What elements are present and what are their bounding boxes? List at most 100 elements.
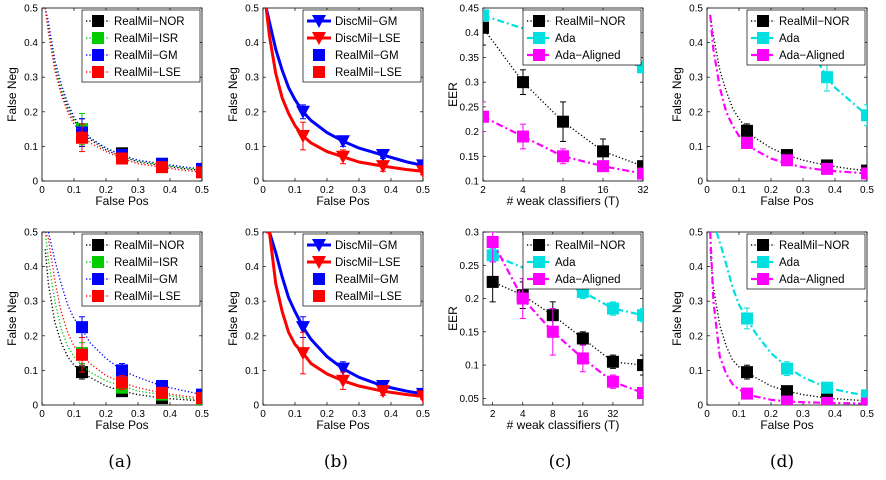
data-point-marker bbox=[116, 376, 128, 389]
y-axis-label: EER bbox=[446, 306, 460, 331]
x-tick-label: 0.1 bbox=[288, 185, 302, 196]
legend-marker bbox=[312, 32, 326, 45]
legend-marker bbox=[92, 32, 104, 44]
x-tick-label: 0.5 bbox=[416, 185, 430, 196]
data-point-marker bbox=[376, 385, 390, 399]
legend-label: RealMil−GM bbox=[335, 274, 399, 286]
x-axis-label: False Pos bbox=[316, 418, 369, 432]
x-axis-label: False Pos bbox=[760, 418, 813, 432]
y-axis-label: False Neg bbox=[5, 67, 19, 122]
y-tick-label: 0.1 bbox=[24, 366, 38, 377]
data-point-marker bbox=[861, 109, 867, 122]
legend-label: RealMil−NOR bbox=[555, 240, 626, 252]
data-point-marker bbox=[606, 355, 619, 368]
chart-panel-1-2: 2 4 8 16 32 0.05 0.1 0.15 0.2 0.25 0.3 # weak class… bbox=[446, 228, 644, 432]
legend-marker bbox=[757, 32, 769, 44]
x-tick-label: 16 bbox=[577, 409, 589, 420]
data-point-marker bbox=[336, 135, 350, 149]
data-point-marker bbox=[76, 321, 88, 334]
x-tick-label: 0.3 bbox=[131, 409, 145, 420]
legend-label: Ada bbox=[779, 257, 800, 269]
chart-panel-0-3: 0 0.1 0.2 0.3 0.4 0.5 0 0.1 0.2 0.3 0.4 0.5 False Po… bbox=[670, 4, 874, 209]
legend-label: RealMil−LSE bbox=[335, 67, 402, 79]
y-axis-label: False Neg bbox=[226, 67, 240, 122]
x-tick-label: 0.3 bbox=[796, 409, 810, 420]
legend-label: DiscMil−GM bbox=[335, 240, 397, 252]
legend-marker bbox=[312, 15, 326, 28]
y-tick-label: 0.5 bbox=[689, 4, 703, 15]
y-tick-label: 0.3 bbox=[245, 297, 259, 308]
legend-marker bbox=[533, 15, 545, 27]
legend-label: RealMil−GM bbox=[114, 50, 178, 62]
x-tick-label: 0.2 bbox=[320, 185, 334, 196]
data-point-marker bbox=[606, 375, 619, 388]
legend-label: DiscMil−LSE bbox=[335, 33, 401, 45]
x-tick-label: 0.1 bbox=[732, 409, 746, 420]
y-tick-label: 0.4 bbox=[245, 38, 259, 49]
legend-marker bbox=[313, 66, 325, 78]
y-tick-label: 0.1 bbox=[245, 366, 259, 377]
x-tick-label: 0.4 bbox=[384, 409, 398, 420]
y-tick-label: 0.3 bbox=[465, 228, 479, 239]
data-point-marker bbox=[546, 325, 559, 338]
y-tick-label: 0.2 bbox=[24, 107, 38, 118]
data-point-marker bbox=[517, 130, 529, 143]
legend-marker bbox=[533, 239, 545, 251]
caption-d: (d) bbox=[769, 452, 795, 472]
chart-panel-0-2: 2 4 8 16 32 0.1 0.15 0.2 0.25 0.3 0.35 0.4 0.45 # wea… bbox=[446, 4, 649, 209]
series-layer bbox=[266, 232, 423, 404]
x-tick-label: 2 bbox=[490, 409, 496, 420]
x-axis-label: False Pos bbox=[760, 194, 813, 208]
legend-marker bbox=[757, 256, 769, 268]
data-point-marker bbox=[597, 160, 609, 173]
legend-label: RealMil−NOR bbox=[114, 16, 185, 28]
legend-marker bbox=[312, 256, 326, 269]
series-layer bbox=[44, 232, 202, 405]
y-tick-label: 0.25 bbox=[460, 102, 480, 113]
legend: RealMil−NOR Ada Ada−Aligned bbox=[746, 233, 866, 290]
data-point-marker bbox=[517, 76, 529, 89]
y-tick-label: 0.4 bbox=[689, 262, 703, 273]
legend-marker bbox=[92, 15, 104, 27]
legend: RealMil−NOR RealMil−ISR RealMil−GM RealMil−… bbox=[81, 9, 201, 83]
data-point-marker bbox=[116, 152, 128, 165]
data-point-marker bbox=[637, 61, 643, 74]
y-tick-label: 0.4 bbox=[689, 38, 703, 49]
y-axis-label: False Neg bbox=[226, 291, 240, 346]
y-tick-label: 0.1 bbox=[24, 142, 38, 153]
y-tick-label: 0.3 bbox=[465, 78, 479, 89]
legend: RealMil−NOR Ada Ada−Aligned bbox=[522, 233, 642, 290]
legend-label: RealMil−ISR bbox=[114, 257, 178, 269]
legend-marker bbox=[312, 239, 326, 252]
series-line-Ada bbox=[715, 232, 867, 397]
y-tick-label: 0.2 bbox=[689, 107, 703, 118]
x-tick-label: 0.4 bbox=[384, 185, 398, 196]
data-point-marker bbox=[376, 149, 390, 163]
data-point-marker bbox=[416, 390, 423, 404]
data-point-marker bbox=[336, 362, 350, 376]
data-point-marker bbox=[156, 161, 168, 174]
x-axis-label: # weak classifiers (T) bbox=[507, 194, 620, 208]
y-tick-label: 0.1 bbox=[465, 361, 479, 372]
y-tick-label: 0.5 bbox=[689, 228, 703, 239]
legend-label: RealMil−GM bbox=[335, 50, 399, 62]
data-point-marker bbox=[741, 387, 753, 400]
x-tick-label: 16 bbox=[597, 185, 609, 196]
legend-marker bbox=[92, 290, 104, 302]
x-tick-label: 0.2 bbox=[764, 409, 778, 420]
chart-panel-0-0: 0 0.1 0.2 0.3 0.4 0.5 0 0.1 0.2 0.3 0.4 0.5 False Po… bbox=[5, 4, 209, 209]
legend-marker bbox=[533, 273, 545, 285]
y-tick-label: 0.15 bbox=[460, 152, 480, 163]
legend-marker bbox=[533, 256, 545, 268]
x-tick-label: 2 bbox=[480, 185, 486, 196]
x-tick-label: 8 bbox=[560, 185, 566, 196]
legend-marker bbox=[92, 239, 104, 251]
legend-marker bbox=[533, 49, 545, 61]
x-tick-label: 0 bbox=[39, 185, 45, 196]
data-point-marker bbox=[861, 397, 867, 405]
x-tick-label: 0.4 bbox=[163, 409, 177, 420]
series-layer bbox=[709, 14, 867, 180]
x-axis-label: False Pos bbox=[95, 418, 148, 432]
x-tick-label: 0.2 bbox=[99, 185, 113, 196]
y-tick-label: 0.2 bbox=[24, 331, 38, 342]
